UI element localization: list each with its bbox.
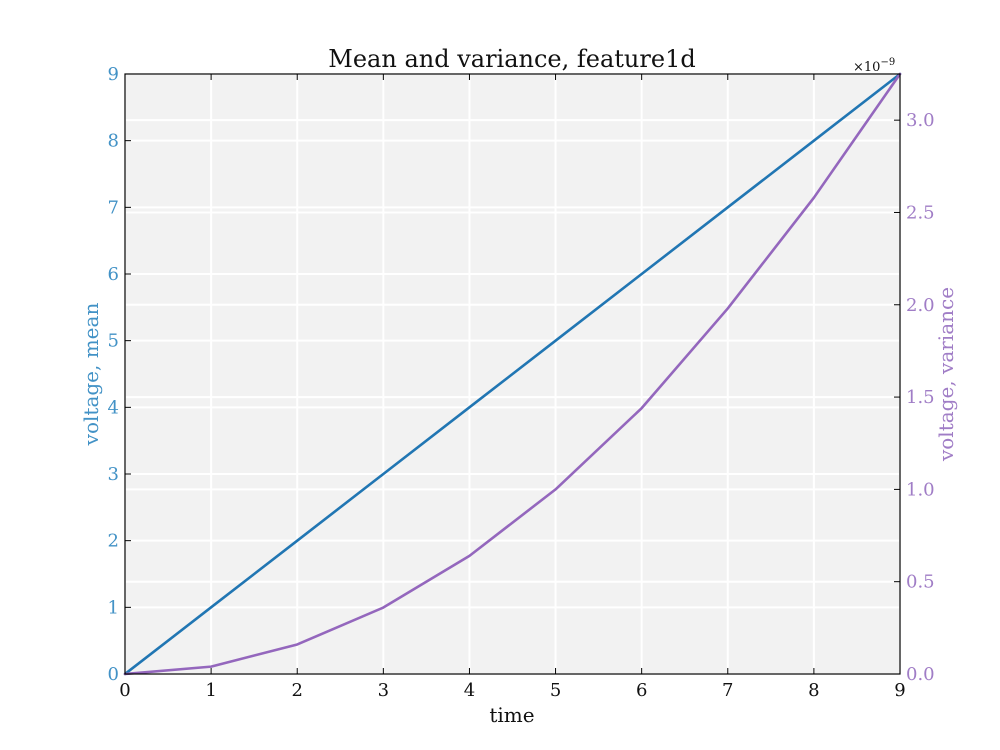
y-tick-label: 5 — [108, 331, 119, 352]
y2-tick-label: 2.0 — [906, 295, 935, 316]
y2-tick-label: 0.5 — [906, 572, 935, 593]
y2-offset-text: ×10−9 — [853, 57, 895, 75]
chart-title: Mean and variance, feature1d — [328, 45, 695, 73]
y-tick-label: 0 — [108, 664, 119, 685]
y2-offset-exponent: −9 — [880, 57, 895, 68]
x-tick-label: 9 — [894, 680, 905, 701]
y2-offset-base: ×10 — [853, 60, 880, 75]
y-tick-label: 1 — [108, 597, 119, 618]
x-tick-label: 5 — [550, 680, 561, 701]
series-line-0 — [123, 72, 902, 676]
y2-axis-ticks: 0.0 0.5 1.0 1.5 2.0 2.5 3.0 — [894, 110, 935, 685]
y-tick-label: 9 — [108, 64, 119, 85]
x-tick-label: 7 — [722, 680, 733, 701]
y2-tick-label: 1.0 — [906, 479, 935, 500]
series-line-1 — [123, 72, 902, 676]
y2-tick-label: 3.0 — [906, 110, 935, 131]
y-tick-label: 4 — [108, 397, 119, 418]
y2-tick-label: 0.0 — [906, 664, 935, 685]
x-tick-label: 0 — [119, 680, 130, 701]
y-tick-label: 8 — [108, 131, 119, 152]
y-axis-ticks: 0 1 2 3 4 5 6 7 8 9 — [108, 64, 131, 685]
series-layer — [123, 72, 902, 676]
x-axis-ticks: 0 1 2 3 4 5 6 7 8 9 — [119, 74, 906, 701]
x-tick-label: 4 — [464, 680, 475, 701]
x-tick-label: 2 — [291, 680, 302, 701]
y-axis-label: voltage, mean — [79, 303, 103, 447]
y2-tick-label: 2.5 — [906, 202, 935, 223]
x-tick-label: 8 — [808, 680, 819, 701]
y-tick-label: 2 — [108, 531, 119, 552]
x-tick-label: 3 — [378, 680, 389, 701]
y-tick-label: 6 — [108, 264, 119, 285]
x-tick-label: 6 — [636, 680, 647, 701]
y2-axis-label: voltage, variance — [934, 287, 958, 462]
y2-tick-label: 1.5 — [906, 387, 935, 408]
y-tick-label: 3 — [108, 464, 119, 485]
y-tick-label: 7 — [108, 197, 119, 218]
plot-frame — [124, 73, 901, 675]
x-axis-label: time — [489, 703, 534, 727]
x-tick-label: 1 — [205, 680, 216, 701]
